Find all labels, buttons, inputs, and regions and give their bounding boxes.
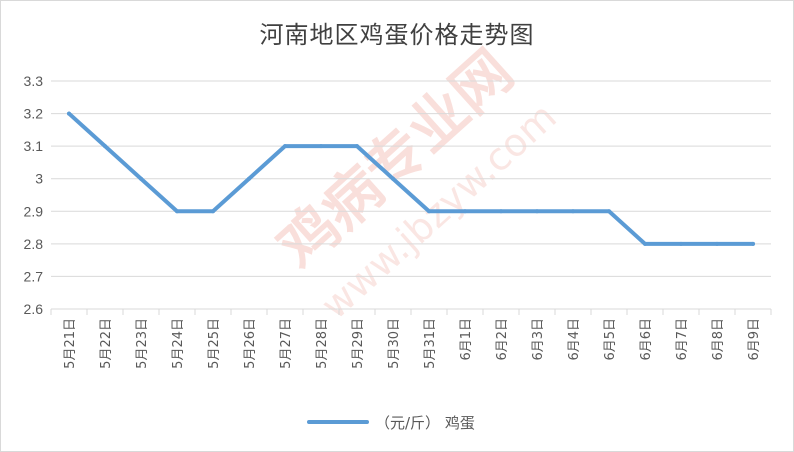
y-axis-ticks: 2.6 2.7 2.8 2.9 3 3.1 3.2 3.3 bbox=[24, 73, 44, 317]
data-point bbox=[283, 144, 287, 149]
data-point bbox=[139, 176, 143, 181]
x-axis-ticks bbox=[50, 309, 772, 315]
data-point bbox=[103, 144, 107, 149]
data-point bbox=[355, 144, 359, 149]
data-point bbox=[391, 176, 395, 181]
chart-title: 河南地区鸡蛋价格走势图 bbox=[259, 21, 535, 49]
y-tick-label: 3.2 bbox=[24, 106, 44, 122]
x-tick-label: 5月31日 bbox=[423, 318, 438, 369]
data-point bbox=[175, 209, 179, 214]
data-point bbox=[427, 209, 431, 214]
x-tick-label: 6月5日 bbox=[603, 318, 618, 361]
x-tick-label: 5月25日 bbox=[207, 318, 222, 369]
x-tick-label: 6月9日 bbox=[747, 318, 762, 361]
y-tick-label: 2.9 bbox=[24, 203, 44, 219]
data-point bbox=[751, 241, 755, 246]
y-tick-label: 3.1 bbox=[24, 138, 44, 154]
x-tick-label: 6月3日 bbox=[531, 318, 546, 361]
x-axis-labels: 5月21日 5月22日 5月23日 5月24日 5月25日 5月26日 5月27日 5月28日… bbox=[63, 318, 762, 369]
x-tick-label: 6月1日 bbox=[459, 318, 474, 361]
x-tick-label: 5月23日 bbox=[135, 318, 150, 369]
data-point bbox=[499, 209, 503, 214]
data-point bbox=[211, 209, 215, 214]
x-tick-label: 5月22日 bbox=[99, 318, 114, 369]
y-tick-label: 2.6 bbox=[24, 301, 44, 317]
y-tick-label: 3.3 bbox=[24, 73, 44, 89]
x-tick-label: 6月6日 bbox=[639, 318, 654, 361]
x-tick-label: 6月4日 bbox=[567, 318, 582, 361]
data-point bbox=[715, 241, 719, 246]
series-line bbox=[67, 111, 755, 246]
data-point bbox=[679, 241, 683, 246]
data-point bbox=[67, 111, 71, 116]
y-tick-label: 2.7 bbox=[24, 268, 44, 284]
x-tick-label: 5月30日 bbox=[387, 318, 402, 369]
data-point bbox=[607, 209, 611, 214]
y-tick-label: 3 bbox=[35, 171, 43, 187]
x-tick-label: 6月7日 bbox=[675, 318, 690, 361]
series-lines bbox=[67, 111, 755, 246]
x-tick-label: 6月8日 bbox=[711, 318, 726, 361]
x-tick-label: 5月29日 bbox=[351, 318, 366, 369]
data-point bbox=[535, 209, 539, 214]
x-tick-label: 5月21日 bbox=[63, 318, 78, 369]
grid-lines bbox=[51, 80, 771, 310]
y-tick-label: 2.8 bbox=[24, 236, 44, 252]
x-tick-label: 6月2日 bbox=[495, 318, 510, 361]
data-point bbox=[571, 209, 575, 214]
x-tick-label: 5月28日 bbox=[315, 318, 330, 369]
x-tick-label: 5月24日 bbox=[171, 318, 186, 369]
data-point bbox=[643, 241, 647, 246]
data-point bbox=[463, 209, 467, 214]
legend-label: （元/斤） 鸡蛋 bbox=[375, 414, 475, 432]
legend: （元/斤） 鸡蛋 bbox=[307, 414, 475, 432]
data-point bbox=[247, 176, 251, 181]
x-tick-label: 5月26日 bbox=[243, 318, 258, 369]
x-tick-label: 5月27日 bbox=[279, 318, 294, 369]
data-point bbox=[319, 144, 323, 149]
